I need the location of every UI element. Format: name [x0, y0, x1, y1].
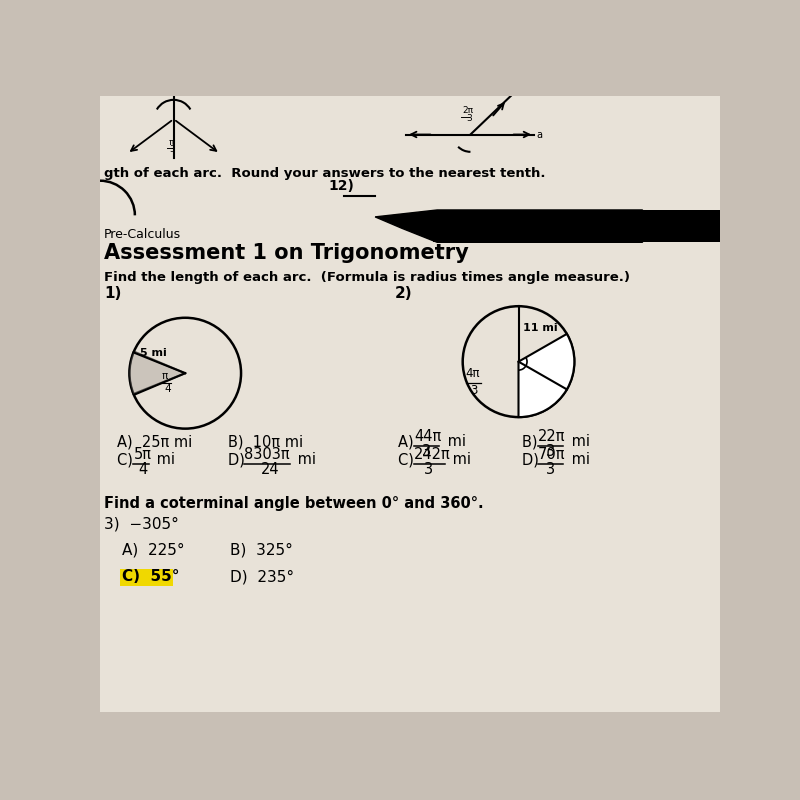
Text: A)  25π mi: A) 25π mi	[117, 434, 192, 450]
Text: B)  325°: B) 325°	[230, 543, 293, 558]
Text: 3)  −305°: 3) −305°	[104, 517, 178, 532]
Text: 24: 24	[262, 462, 280, 477]
Text: mi: mi	[293, 452, 316, 467]
Text: mi: mi	[566, 434, 590, 450]
Text: 3: 3	[424, 462, 433, 477]
Text: 1): 1)	[104, 286, 122, 301]
Text: 3: 3	[546, 444, 555, 459]
Text: 3: 3	[470, 384, 478, 397]
Text: B): B)	[522, 434, 542, 450]
Text: mi: mi	[442, 434, 466, 450]
Text: 242π: 242π	[414, 446, 450, 462]
Text: 4: 4	[138, 462, 147, 477]
Text: 4π: 4π	[466, 367, 480, 380]
Text: C): C)	[117, 452, 138, 467]
Text: 3: 3	[546, 462, 555, 477]
Text: 3: 3	[170, 146, 175, 154]
Text: 44π: 44π	[414, 429, 441, 444]
Text: 5 mi: 5 mi	[140, 348, 167, 358]
Text: Find the length of each arc.  (Formula is radius times angle measure.): Find the length of each arc. (Formula is…	[104, 270, 630, 284]
Text: B)  10π mi: B) 10π mi	[228, 434, 303, 450]
Text: gth of each arc.  Round your answers to the nearest tenth.: gth of each arc. Round your answers to t…	[104, 167, 546, 180]
Text: C)  55°: C) 55°	[122, 569, 179, 584]
Text: D): D)	[522, 452, 544, 467]
Text: mi: mi	[448, 452, 471, 467]
Text: 3: 3	[466, 114, 471, 122]
Wedge shape	[130, 351, 186, 394]
Text: 8303π: 8303π	[244, 446, 290, 462]
Text: a: a	[536, 130, 542, 139]
Text: C): C)	[398, 452, 419, 467]
Text: mi: mi	[152, 452, 175, 467]
Text: 11 mi: 11 mi	[523, 323, 558, 333]
Text: 12): 12)	[329, 179, 354, 193]
Text: π: π	[168, 138, 174, 146]
Text: 5π: 5π	[134, 446, 151, 462]
Text: Pre-Calculus: Pre-Calculus	[104, 229, 181, 242]
Wedge shape	[518, 334, 574, 417]
Text: 22π: 22π	[538, 429, 566, 444]
Bar	[434, 210, 720, 242]
Text: D)  235°: D) 235°	[230, 569, 294, 584]
Bar	[120, 569, 173, 586]
Polygon shape	[375, 210, 642, 242]
Text: 2): 2)	[394, 286, 412, 301]
Text: 3: 3	[422, 444, 431, 459]
Text: mi: mi	[566, 452, 590, 467]
Text: D): D)	[228, 452, 250, 467]
Text: Assessment 1 on Trigonometry: Assessment 1 on Trigonometry	[104, 243, 469, 263]
Text: A): A)	[398, 434, 418, 450]
Text: 70π: 70π	[538, 446, 566, 462]
Text: A)  225°: A) 225°	[122, 543, 184, 558]
Text: Find a coterminal angle between 0° and 360°.: Find a coterminal angle between 0° and 3…	[104, 496, 483, 511]
Text: π: π	[162, 371, 168, 382]
Text: 4: 4	[164, 384, 171, 394]
Text: 2π: 2π	[462, 106, 474, 115]
